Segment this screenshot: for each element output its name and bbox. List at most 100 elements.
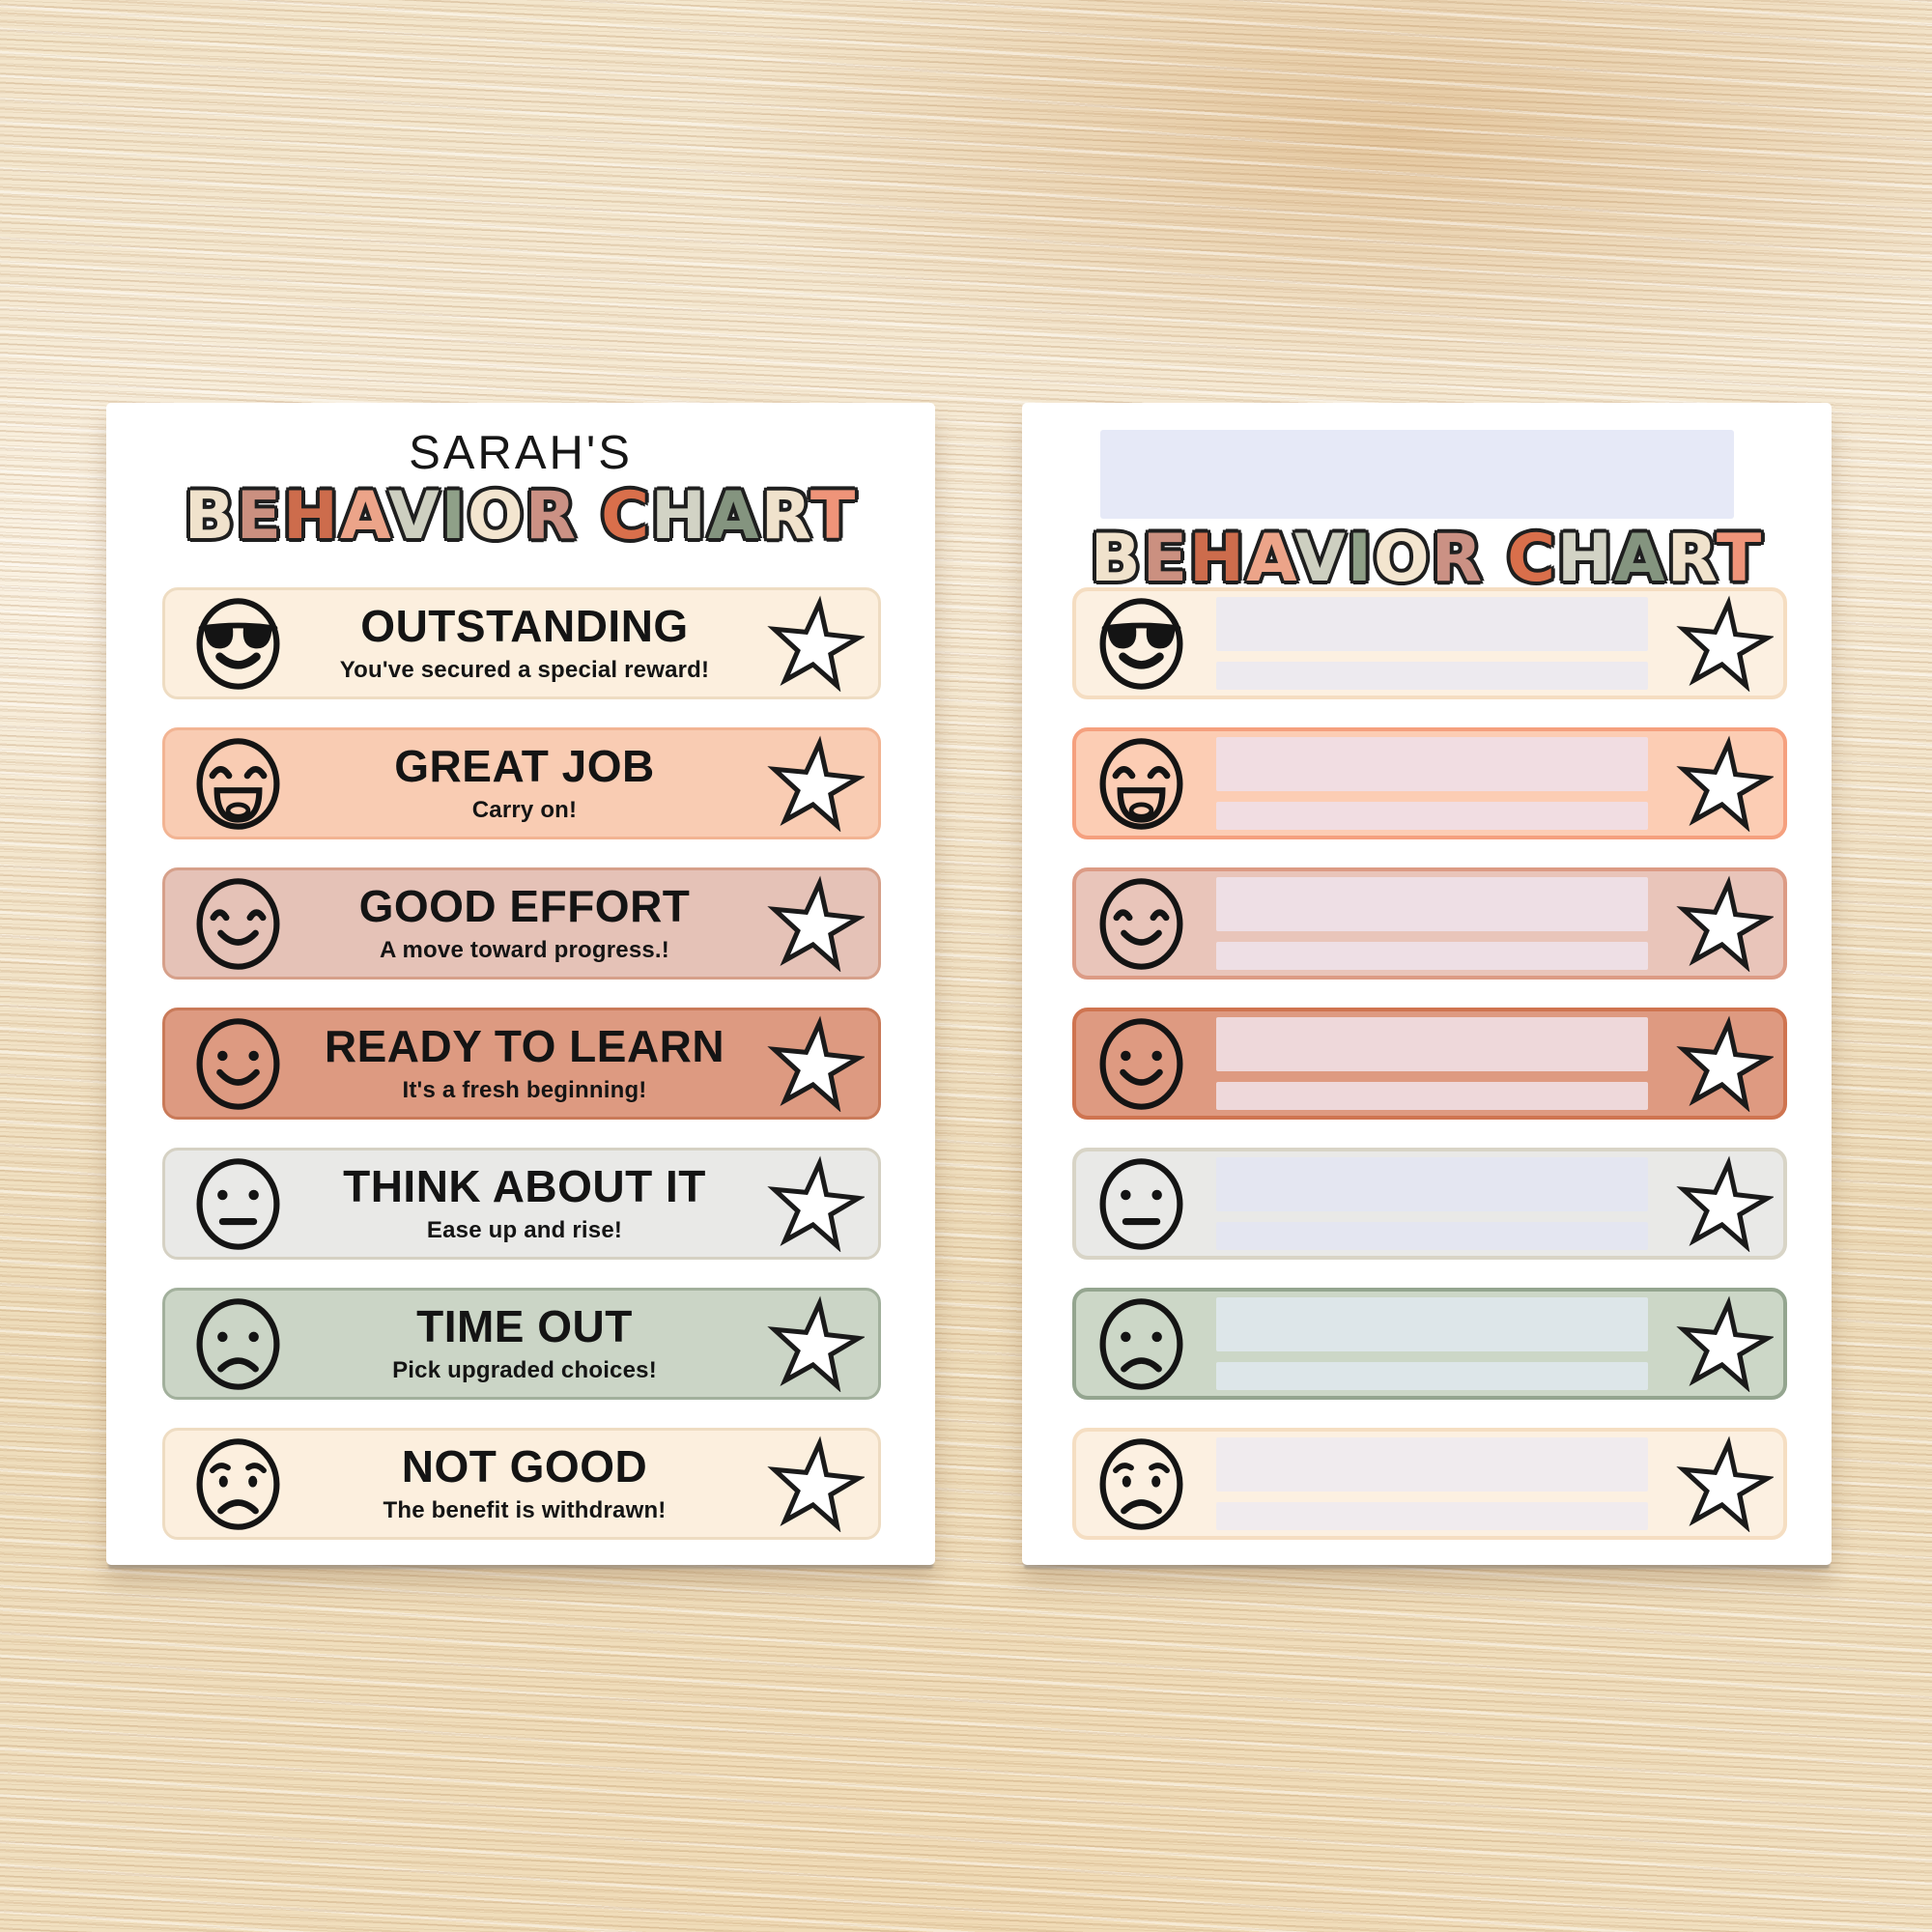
title-letter: A xyxy=(1613,521,1667,597)
row-title: GOOD EFFORT xyxy=(358,880,691,931)
row-text: READY TO LEARN It's a fresh beginning! xyxy=(284,1024,765,1104)
behavior-chart-filled-page: SARAH'S BEHAVIOR CHART OUTSTANDING You've … xyxy=(106,403,935,1565)
row-subtitle: Pick upgraded choices! xyxy=(392,1356,657,1383)
row-title: GREAT JOB xyxy=(394,740,655,791)
title-letter: R xyxy=(1431,521,1485,597)
row-text: OUTSTANDING You've secured a special rewa… xyxy=(284,604,765,684)
star-icon[interactable] xyxy=(1674,595,1774,692)
name-placeholder-field[interactable] xyxy=(1100,430,1734,519)
star-icon[interactable] xyxy=(1674,1435,1774,1532)
star-icon[interactable] xyxy=(765,875,865,972)
blank-text-placeholders[interactable] xyxy=(1216,1297,1648,1390)
title-placeholder-bar[interactable] xyxy=(1216,737,1648,791)
behavior-row-blank-7 xyxy=(1072,1428,1787,1540)
behavior-row-good-effort: GOOD EFFORT A move toward progress.! xyxy=(162,867,881,980)
title-letter: R xyxy=(1666,521,1717,597)
neutral-face-icon xyxy=(196,1157,280,1250)
content-face-icon xyxy=(196,877,280,970)
title-letter: C xyxy=(1507,521,1557,597)
blank-text-placeholders[interactable] xyxy=(1216,1017,1648,1110)
star-icon[interactable] xyxy=(765,595,865,692)
title-letter: E xyxy=(236,478,284,554)
subtitle-placeholder-bar[interactable] xyxy=(1216,1362,1648,1390)
star-icon[interactable] xyxy=(1674,1015,1774,1112)
title-placeholder-bar[interactable] xyxy=(1216,877,1648,931)
title-letter: H xyxy=(651,478,708,554)
blank-text-placeholders[interactable] xyxy=(1216,1157,1648,1250)
title-placeholder-bar[interactable] xyxy=(1216,1017,1648,1071)
row-subtitle: Carry on! xyxy=(471,796,578,823)
cool-face-sunglasses-icon xyxy=(196,597,280,690)
title-letter: I xyxy=(1347,521,1374,597)
star-icon[interactable] xyxy=(765,1155,865,1252)
title-letter: A xyxy=(1245,521,1294,597)
behavior-row-blank-3 xyxy=(1072,867,1787,980)
row-text: TIME OUT Pick upgraded choices! xyxy=(284,1304,765,1384)
title-placeholder-bar[interactable] xyxy=(1216,597,1648,651)
behavior-row-great-job: GREAT JOB Carry on! xyxy=(162,727,881,839)
behavior-row-blank-4 xyxy=(1072,1008,1787,1120)
behavior-row-not-good: NOT GOOD The benefit is withdrawn! xyxy=(162,1428,881,1540)
behavior-row-blank-5 xyxy=(1072,1148,1787,1260)
title-letter: O xyxy=(467,478,526,554)
worried-face-icon xyxy=(196,1437,280,1530)
behavior-row-blank-2 xyxy=(1072,727,1787,839)
title-letter: O xyxy=(1373,521,1432,597)
title-letter: R xyxy=(525,478,579,554)
subtitle-placeholder-bar[interactable] xyxy=(1216,662,1648,690)
subtitle-placeholder-bar[interactable] xyxy=(1216,802,1648,830)
star-icon[interactable] xyxy=(765,735,865,832)
behavior-chart-blank-template-page: BEHAVIOR CHART xyxy=(1022,403,1832,1565)
subtitle-placeholder-bar[interactable] xyxy=(1216,1082,1648,1110)
row-text: GOOD EFFORT A move toward progress.! xyxy=(284,884,765,964)
star-icon[interactable] xyxy=(765,1435,865,1532)
title-letter: H xyxy=(1557,521,1614,597)
title-letter: B xyxy=(1090,521,1143,597)
sad-face-icon xyxy=(1099,1297,1183,1390)
star-icon[interactable] xyxy=(765,1015,865,1112)
row-text: THINK ABOUT IT Ease up and rise! xyxy=(284,1164,765,1244)
blank-text-placeholders[interactable] xyxy=(1216,597,1648,690)
title-letter: R xyxy=(760,478,810,554)
star-icon[interactable] xyxy=(1674,1155,1774,1252)
title-letter: B xyxy=(184,478,237,554)
behavior-row-blank-1 xyxy=(1072,587,1787,699)
behavior-rows-blank xyxy=(1072,587,1787,1540)
title-placeholder-bar[interactable] xyxy=(1216,1297,1648,1351)
row-subtitle: The benefit is withdrawn! xyxy=(383,1496,667,1523)
row-subtitle: Ease up and rise! xyxy=(426,1216,623,1243)
subtitle-placeholder-bar[interactable] xyxy=(1216,1502,1648,1530)
subtitle-placeholder-bar[interactable] xyxy=(1216,1222,1648,1250)
blank-text-placeholders[interactable] xyxy=(1216,877,1648,970)
title-letter: V xyxy=(1293,521,1348,597)
behavior-row-think-about-it: THINK ABOUT IT Ease up and rise! xyxy=(162,1148,881,1260)
blank-text-placeholders[interactable] xyxy=(1216,737,1648,830)
row-title: THINK ABOUT IT xyxy=(343,1160,706,1211)
row-title: TIME OUT xyxy=(416,1300,633,1351)
row-text: NOT GOOD The benefit is withdrawn! xyxy=(284,1444,765,1524)
chart-title: BEHAVIOR CHART xyxy=(1022,525,1832,593)
title-letter: T xyxy=(810,478,858,554)
subtitle-placeholder-bar[interactable] xyxy=(1216,942,1648,970)
row-title: OUTSTANDING xyxy=(360,600,689,651)
cool-face-sunglasses-icon xyxy=(1099,597,1183,690)
title-letter: C xyxy=(601,478,651,554)
row-title: READY TO LEARN xyxy=(324,1020,725,1071)
title-letter: V xyxy=(387,478,441,554)
owner-name-title: SARAH'S xyxy=(409,427,633,479)
star-icon[interactable] xyxy=(765,1295,865,1392)
star-icon[interactable] xyxy=(1674,1295,1774,1392)
worried-face-icon xyxy=(1099,1437,1183,1530)
title-placeholder-bar[interactable] xyxy=(1216,1157,1648,1211)
behavior-row-time-out: TIME OUT Pick upgraded choices! xyxy=(162,1288,881,1400)
title-letter: H xyxy=(283,478,340,554)
title-placeholder-bar[interactable] xyxy=(1216,1437,1648,1492)
behavior-row-ready-to-learn: READY TO LEARN It's a fresh beginning! xyxy=(162,1008,881,1120)
title-letter: T xyxy=(1716,521,1764,597)
blank-text-placeholders[interactable] xyxy=(1216,1437,1648,1530)
star-icon[interactable] xyxy=(1674,735,1774,832)
laughing-face-icon xyxy=(196,737,280,830)
star-icon[interactable] xyxy=(1674,875,1774,972)
content-face-icon xyxy=(1099,877,1183,970)
